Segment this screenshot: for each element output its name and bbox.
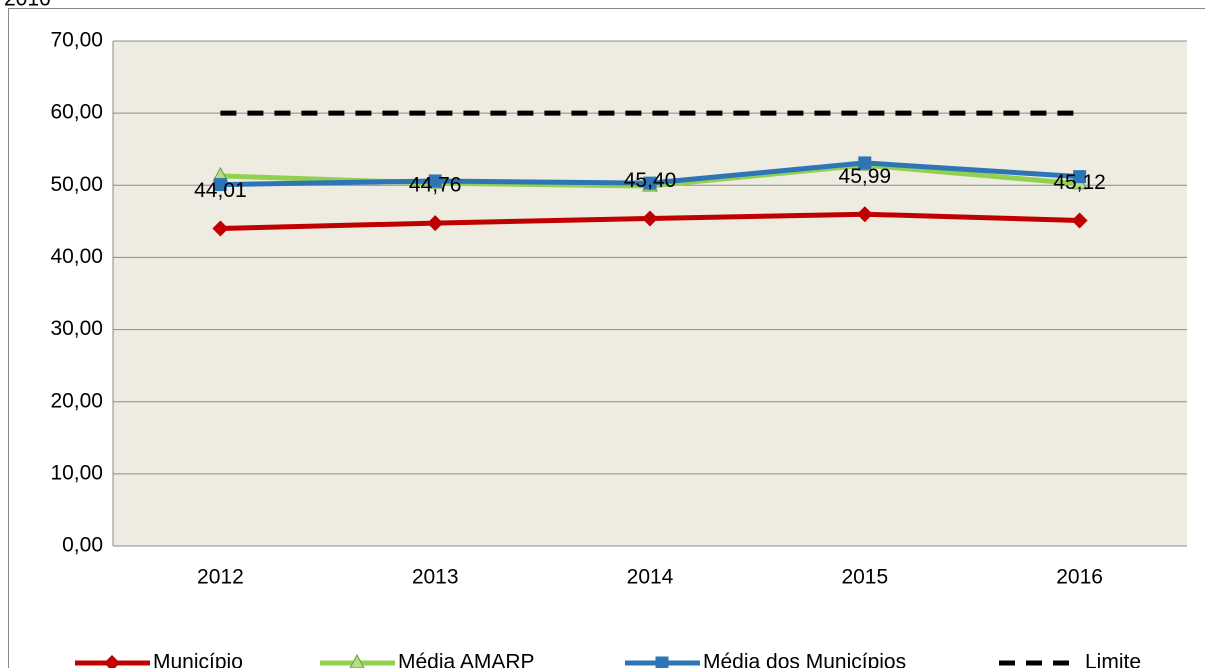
y-tick-label: 0,00 <box>62 534 103 557</box>
data-label: 44,01 <box>194 179 247 202</box>
series-marker <box>858 156 872 170</box>
x-tick-label: 2012 <box>197 566 244 589</box>
series-marker <box>1073 170 1087 184</box>
chart-title: 2016 <box>4 0 51 11</box>
series-marker <box>1071 212 1088 229</box>
legend-marker <box>349 653 365 668</box>
y-tick-label: 10,00 <box>50 461 103 484</box>
legend-label: Média AMARP <box>398 651 535 668</box>
x-tick-label: 2014 <box>627 566 674 589</box>
series-marker <box>428 174 442 188</box>
y-tick-label: 70,00 <box>50 29 103 52</box>
data-label: 45,40 <box>624 169 677 192</box>
plot-area <box>113 41 1187 546</box>
legend-label: Limite <box>1085 651 1141 668</box>
data-label: 45,12 <box>1053 171 1106 194</box>
y-tick-label: 20,00 <box>50 389 103 412</box>
x-tick-label: 2016 <box>1056 566 1103 589</box>
y-tick-label: 60,00 <box>50 101 103 124</box>
data-label: 45,99 <box>839 165 892 188</box>
series-marker <box>643 176 657 190</box>
y-tick-label: 40,00 <box>50 245 103 268</box>
data-label: 44,76 <box>409 174 462 197</box>
y-tick-label: 50,00 <box>50 173 103 196</box>
legend-label: Município <box>153 651 243 668</box>
legend-label: Média dos Municípios <box>703 651 906 668</box>
series-marker <box>856 206 873 223</box>
legend-marker <box>104 655 120 668</box>
series-marker <box>642 210 658 227</box>
y-tick-label: 30,00 <box>50 317 103 340</box>
x-tick-label: 2015 <box>841 566 888 589</box>
series-marker <box>213 178 227 192</box>
series-marker <box>427 215 444 232</box>
x-tick-label: 2013 <box>412 566 459 589</box>
legend-marker <box>655 656 669 668</box>
series-marker <box>212 220 229 237</box>
